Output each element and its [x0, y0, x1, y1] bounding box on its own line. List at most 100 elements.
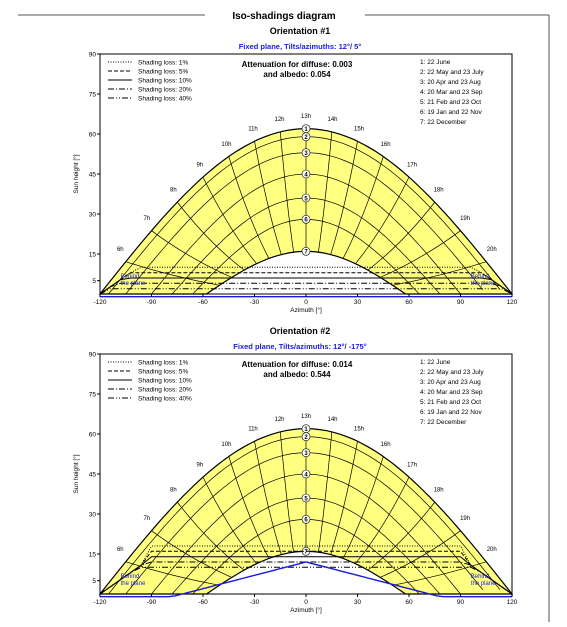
- hour-line: [177, 201, 245, 271]
- hour-label: 16h: [381, 442, 391, 448]
- x-tick-label: -60: [198, 599, 208, 606]
- y-tick-label: 75: [89, 92, 97, 99]
- hour-line: [392, 561, 487, 586]
- hour-label: 12h: [274, 117, 284, 123]
- legend-date-label: 6: 19 Jan and 22 Nov: [420, 409, 483, 416]
- date-marker-label: 7: [304, 250, 308, 256]
- chart-subtitle: Fixed plane, Tilts/azimuths: 12°/ -175°: [233, 342, 366, 351]
- date-marker-label: 3: [304, 451, 308, 457]
- hour-label: 20h: [487, 547, 497, 553]
- date-marker-label: 6: [304, 218, 308, 224]
- legend-date-label: 5: 21 Feb and 23 Oct: [420, 399, 481, 406]
- diffuse-annotation: Attenuation for diffuse: 0.003: [242, 60, 353, 69]
- legend-line-label: Shading loss: 10%: [138, 378, 192, 385]
- legend-date-label: 6: 19 Jan and 22 Nov: [420, 109, 483, 116]
- legend-line-label: Shading loss: 1%: [138, 60, 188, 67]
- hour-label: 20h: [487, 247, 497, 253]
- x-tick-label: -60: [198, 299, 208, 306]
- date-marker-label: 1: [304, 427, 308, 433]
- hour-line: [380, 230, 461, 278]
- x-tick-label: 120: [507, 299, 518, 306]
- hour-line: [355, 176, 410, 264]
- hour-label: 14h: [327, 417, 337, 423]
- y-tick-label: 5: [92, 578, 96, 585]
- hour-label: 9h: [197, 462, 204, 468]
- hour-label: 7h: [144, 516, 151, 522]
- diffuse-annotation: Attenuation for diffuse: 0.014: [242, 360, 353, 369]
- hour-label: 14h: [327, 117, 337, 123]
- legend-date-label: 5: 21 Feb and 23 Oct: [420, 99, 481, 106]
- x-tick-label: -120: [93, 299, 106, 306]
- legend-date-label: 3: 20 Apr and 23 Aug: [420, 379, 481, 386]
- legend-date-label: 7: 22 December: [420, 119, 467, 126]
- legend-date-label: 2: 22 May and 23 July: [420, 369, 484, 376]
- legend-date-label: 4: 20 Mar and 23 Sep: [420, 389, 483, 396]
- y-tick-label: 15: [89, 252, 97, 259]
- page-title: Iso-shadings diagram: [232, 11, 335, 22]
- x-tick-label: 0: [304, 299, 308, 306]
- legend-line-label: Shading loss: 20%: [138, 87, 192, 94]
- x-tick-label: -90: [147, 299, 157, 306]
- date-marker-label: 1: [304, 127, 308, 133]
- date-marker-label: 5: [304, 496, 308, 502]
- date-marker: [301, 193, 311, 203]
- legend-date-label: 4: 20 Mar and 23 Sep: [420, 89, 483, 96]
- date-marker-label: 4: [304, 172, 308, 178]
- hour-line: [279, 131, 294, 253]
- x-tick-label: 60: [405, 299, 413, 306]
- legend-line-label: Shading loss: 5%: [138, 369, 188, 376]
- y-tick-label: 30: [89, 512, 97, 519]
- y-axis-label: Sun height [°]: [72, 154, 80, 193]
- hour-label: 9h: [197, 162, 204, 168]
- hour-label: 13h: [301, 414, 311, 420]
- date-marker-label: 6: [304, 518, 308, 524]
- x-tick-label: -30: [250, 299, 260, 306]
- legend-date-label: 2: 22 May and 23 July: [420, 69, 484, 76]
- date-marker-label: 2: [304, 135, 308, 141]
- date-marker-label: 2: [304, 435, 308, 441]
- hour-label: 6h: [117, 247, 124, 253]
- y-tick-label: 45: [89, 172, 97, 179]
- shading-loss-curve: [99, 556, 513, 595]
- date-marker: [301, 247, 311, 256]
- x-tick-label: -90: [147, 599, 157, 606]
- legend-line-label: Shading loss: 10%: [138, 78, 192, 85]
- date-marker: [301, 448, 311, 458]
- hour-line: [330, 441, 358, 555]
- hour-line: [151, 230, 232, 278]
- hour-line: [342, 456, 384, 559]
- diffuse-annotation: and albedo: 0.544: [263, 370, 331, 379]
- date-marker: [301, 132, 311, 141]
- hour-line: [254, 441, 282, 555]
- plane-label-right: the plane: [471, 581, 496, 587]
- plane-label-right: Behind: [471, 274, 490, 280]
- hour-line: [228, 156, 270, 259]
- date-marker: [301, 514, 311, 524]
- hour-line: [254, 141, 282, 255]
- shading-loss-curve: [99, 561, 513, 595]
- hour-label: 7h: [144, 216, 151, 222]
- plane-label-left: the plane: [121, 581, 146, 587]
- y-tick-label: 90: [89, 352, 97, 359]
- legend-date-label: 3: 20 Apr and 23 Aug: [420, 79, 481, 86]
- plane-label-left: Behind: [121, 574, 140, 580]
- plane-boundary-curve: [100, 561, 512, 598]
- hour-line: [125, 561, 220, 586]
- x-axis-label: Azimuth [°]: [290, 306, 322, 314]
- hour-label: 19h: [460, 216, 470, 222]
- y-tick-label: 30: [89, 212, 97, 219]
- hour-line: [228, 456, 270, 559]
- shading-loss-curve: [99, 277, 513, 295]
- hour-label: 16h: [381, 142, 391, 148]
- x-tick-label: 120: [507, 599, 518, 606]
- legend-line-label: Shading loss: 40%: [138, 96, 192, 103]
- legend-date-label: 1: 22 June: [420, 359, 451, 366]
- legend-date-label: 1: 22 June: [420, 59, 451, 66]
- hour-line: [318, 131, 333, 253]
- date-marker: [301, 215, 311, 224]
- hour-label: 17h: [407, 462, 417, 468]
- y-tick-label: 60: [89, 132, 97, 139]
- hour-label: 11h: [248, 427, 258, 433]
